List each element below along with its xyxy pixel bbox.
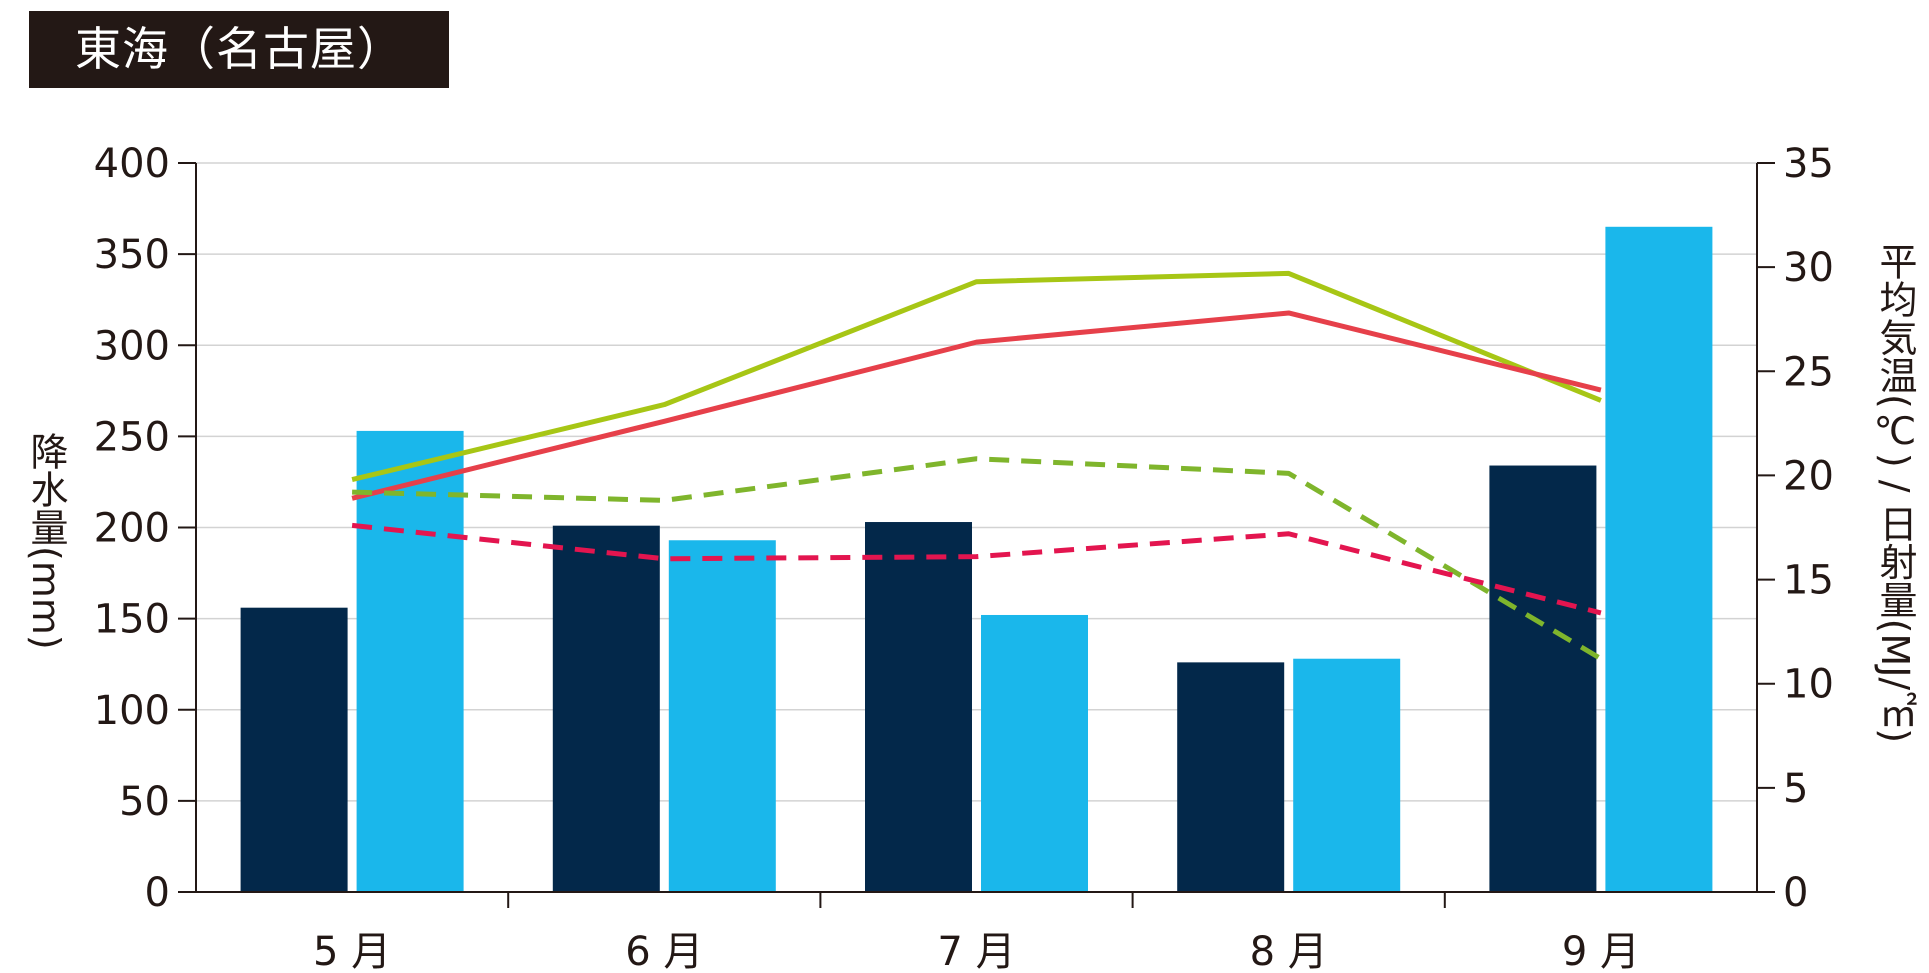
right-tick-label: 25 (1783, 349, 1834, 395)
left-axis-label: 降水量(mm) (24, 432, 68, 650)
bar-series-2-2 (668, 540, 776, 892)
left-tick-label: 350 (94, 232, 170, 278)
bar-series-2-4 (1293, 658, 1401, 892)
x-tick-label: 8 月 (1250, 929, 1328, 973)
right-tick-label: 35 (1783, 141, 1834, 187)
left-tick-label: 50 (119, 779, 170, 825)
x-tick-label: 7 月 (937, 929, 1015, 973)
chart-title: 東海（名古屋） (29, 11, 449, 88)
left-tick-label: 400 (94, 141, 170, 187)
right-tick-label: 5 (1783, 766, 1808, 812)
bar-series-2-5 (1605, 226, 1713, 893)
right-tick-label: 0 (1783, 870, 1808, 916)
bar-series-1-1 (240, 607, 348, 892)
left-tick-label: 250 (94, 414, 170, 460)
line-series-1 (351, 270, 1602, 483)
left-tick-label: 0 (145, 870, 170, 916)
right-axis-label: 平均気温(℃) / 日射量(MJ/㎡) (1873, 242, 1917, 744)
x-tick-label: 5 月 (313, 929, 391, 973)
bar-series-1-2 (552, 525, 660, 892)
right-tick-label: 15 (1783, 558, 1834, 604)
bar-series-2-3 (981, 614, 1088, 892)
x-tick-label: 6 月 (625, 929, 703, 973)
line-series-3 (352, 456, 1603, 661)
right-tick-label: 10 (1783, 662, 1834, 708)
right-tick-label: 30 (1783, 245, 1834, 291)
line-series-2 (351, 310, 1602, 501)
left-tick-label: 200 (94, 506, 170, 552)
bar-series-1-4 (1177, 662, 1285, 892)
line-series-4 (351, 522, 1602, 616)
left-tick-label: 300 (94, 323, 170, 369)
x-tick-label: 9 月 (1562, 929, 1640, 973)
left-tick-label: 150 (94, 597, 170, 643)
bar-series-2-1 (356, 430, 464, 892)
right-tick-label: 20 (1783, 453, 1834, 499)
bar-series-1-5 (1489, 465, 1597, 892)
left-tick-label: 100 (94, 688, 170, 734)
bar-series-1-3 (865, 522, 972, 892)
